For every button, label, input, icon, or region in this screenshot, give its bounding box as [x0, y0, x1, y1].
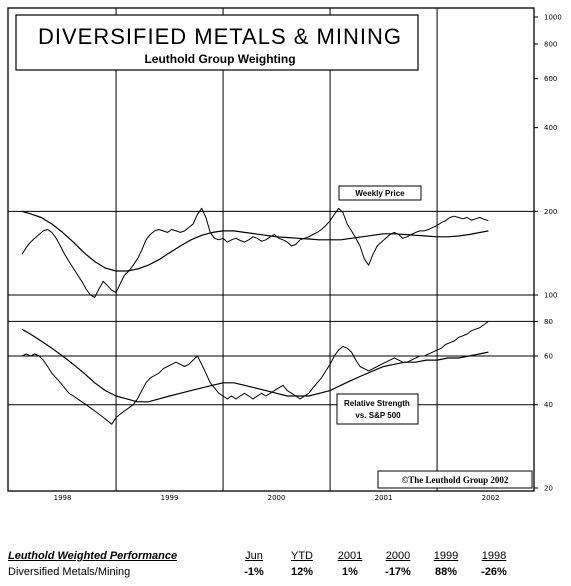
y-axis-labels: 1000 800 600 400 200 100 80 60 40 20	[534, 14, 562, 493]
x-axis-label: 1998	[54, 494, 72, 502]
price-axis-label: 100	[544, 292, 557, 300]
col-2000: 2000	[385, 550, 411, 562]
value-1999: 88%	[434, 566, 458, 578]
chart-title: DIVERSIFIED METALS & MINING	[38, 24, 402, 49]
price-axis-label: 600	[544, 75, 557, 83]
value-1998: -26%	[481, 566, 507, 578]
chart-subtitle: Leuthold Group Weighting	[144, 52, 295, 66]
price-axis-label: 200	[544, 208, 557, 216]
x-axis-label: 2002	[482, 494, 500, 502]
series-layer	[21, 207, 489, 425]
row-label: Diversified Metals/Mining	[8, 566, 131, 578]
vertical-gridlines	[115, 8, 438, 491]
x-axis-labels: 1998 1999 2000 2001 2002	[54, 494, 500, 502]
value-2000: -17%	[385, 566, 411, 578]
chart-frame	[7, 7, 535, 492]
col-2001: 2001	[337, 550, 363, 562]
performance-heading: Leuthold Weighted Performance	[8, 550, 178, 562]
rs-axis-label: 80	[544, 318, 553, 326]
x-axis-label: 2001	[375, 494, 393, 502]
col-1999: 1999	[433, 550, 459, 562]
performance-data-row: Diversified Metals/Mining -1% 12% 1% -17…	[8, 564, 518, 580]
rs-axis-label: 60	[544, 353, 553, 361]
price-moving-average-line	[21, 210, 489, 272]
col-ytd: YTD	[291, 550, 313, 562]
x-axis-label: 1999	[161, 494, 179, 502]
price-axis-label: 400	[544, 124, 557, 132]
x-axis-label: 2000	[268, 494, 286, 502]
relative-strength-label: Relative Strength vs. S&P 500	[344, 399, 412, 420]
relative-strength-moving-average-line	[21, 328, 489, 403]
rs-axis-label: 40	[544, 401, 553, 409]
weekly-price-box	[338, 185, 422, 201]
value-ytd: 12%	[290, 566, 314, 578]
weekly-price-label: Weekly Price	[355, 189, 405, 198]
chart: 1000 800 600 400 200 100 80 60 40 20 1998 1999 2000…	[7, 7, 562, 502]
relative-strength-box	[336, 393, 419, 425]
copyright-text: ©The Leuthold Group 2002	[402, 475, 509, 485]
price-axis-label: 1000	[544, 14, 562, 22]
rs-axis-label: 20	[544, 485, 553, 493]
performance-table: Leuthold Weighted Performance Jun YTD 20…	[8, 548, 518, 580]
relative-strength-line	[21, 320, 489, 425]
performance-header-row: Leuthold Weighted Performance Jun YTD 20…	[8, 548, 518, 564]
value-2001: 1%	[342, 566, 358, 578]
title-box	[15, 14, 419, 71]
weekly-price-line	[21, 207, 489, 298]
col-1998: 1998	[481, 550, 507, 562]
copyright-box	[377, 470, 533, 489]
value-jun: -1%	[244, 566, 264, 578]
col-jun: Jun	[245, 550, 263, 562]
price-axis-label: 800	[544, 40, 557, 48]
